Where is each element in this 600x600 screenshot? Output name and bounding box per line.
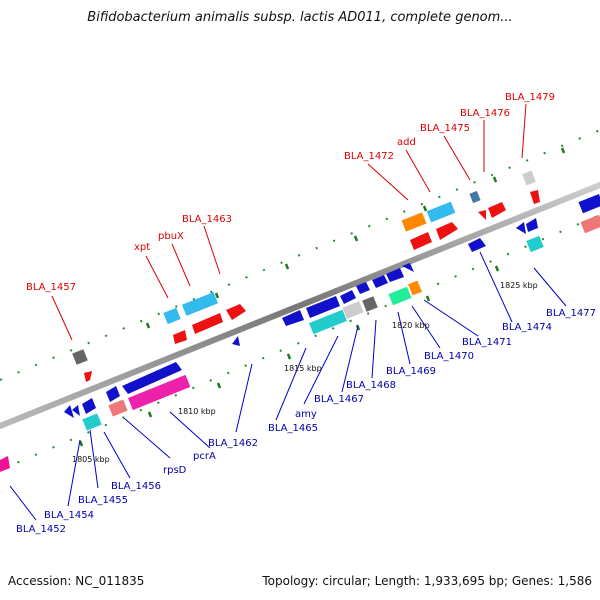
- genome-backbone: [0, 181, 600, 430]
- scale-label-1815: 1815 kbp: [284, 364, 322, 373]
- gene-BLA_1479[interactable]: [522, 170, 536, 186]
- gene-BLA_1470[interactable]: [408, 280, 422, 296]
- gene-red-a[interactable]: [173, 330, 187, 344]
- gene-blue-1454[interactable]: [64, 405, 74, 418]
- gene-blue-1456[interactable]: [82, 398, 96, 414]
- label-BLA_1463: BLA_1463: [182, 214, 232, 225]
- reverse-gene-labels: BLA_1452 BLA_1454 BLA_1455 BLA_1456 rpsD…: [16, 308, 596, 535]
- gene-blue-1468[interactable]: [356, 282, 370, 294]
- forward-genes[interactable]: [72, 170, 600, 382]
- gene-blue-1471[interactable]: [402, 263, 414, 272]
- gene-blue-1477a[interactable]: [516, 222, 526, 234]
- accession-text: Accession: NC_011835: [8, 574, 145, 588]
- label-BLA_1467: BLA_1467: [314, 394, 364, 405]
- scale-label-1810: 1810 kbp: [178, 407, 216, 416]
- gene-blue-1477b[interactable]: [526, 218, 538, 232]
- gene-cyan-1455[interactable]: [82, 413, 102, 431]
- gene-BLA_1477[interactable]: [526, 235, 544, 253]
- label-BLA_1474: BLA_1474: [502, 322, 552, 333]
- gene-BLA_1476[interactable]: [478, 210, 486, 220]
- gene-blue-1470[interactable]: [386, 268, 404, 282]
- gene-pcrA[interactable]: [122, 362, 182, 394]
- gene-red-c[interactable]: [410, 232, 432, 250]
- outer-guide-line: [0, 129, 600, 381]
- label-BLA_1455: BLA_1455: [78, 495, 128, 506]
- gene-xpt[interactable]: [163, 307, 181, 325]
- map-title: Bifidobacterium animalis subsp. lactis A…: [87, 10, 513, 25]
- leader-lines: [9, 103, 567, 521]
- gene-pbuX[interactable]: [181, 292, 219, 316]
- label-BLA_1456: BLA_1456: [111, 481, 161, 492]
- reverse-genes[interactable]: [0, 218, 544, 472]
- label-amy: amy: [295, 409, 317, 420]
- label-BLA_1468: BLA_1468: [346, 380, 396, 391]
- gene-blue-amy[interactable]: [306, 296, 340, 318]
- gene-pink-1462[interactable]: [128, 374, 191, 411]
- gene-BLA_1465[interactable]: [282, 310, 304, 326]
- gene-BLA_1463[interactable]: [226, 304, 246, 320]
- label-xpt: xpt: [134, 242, 150, 253]
- gene-BLA_1452[interactable]: [0, 456, 10, 472]
- label-rpsD: rpsD: [163, 465, 187, 476]
- gene-BLA_1475[interactable]: [469, 190, 481, 204]
- scale-label-1820: 1820 kbp: [392, 321, 430, 330]
- label-add: add: [397, 137, 416, 148]
- gene-BLA_1472[interactable]: [401, 212, 427, 232]
- label-BLA_1476: BLA_1476: [460, 108, 510, 119]
- label-BLA_1471: BLA_1471: [462, 337, 512, 348]
- gene-blue-1455[interactable]: [72, 405, 80, 416]
- label-pcrA: pcrA: [193, 451, 216, 462]
- forward-gene-labels: BLA_1457 xpt pbuX BLA_1463 BLA_1472 add …: [26, 92, 555, 293]
- label-BLA_1462: BLA_1462: [208, 438, 258, 449]
- major-ticks: [76, 147, 566, 447]
- gene-BLA_1469[interactable]: [388, 286, 412, 306]
- gene-grey-1457[interactable]: [72, 349, 88, 365]
- gene-rpsD[interactable]: [108, 399, 128, 417]
- label-BLA_1465: BLA_1465: [268, 423, 318, 434]
- gene-BLA_1468[interactable]: [362, 296, 378, 312]
- label-BLA_1452: BLA_1452: [16, 524, 66, 535]
- gene-blue-1467[interactable]: [340, 290, 356, 304]
- gene-blue-small[interactable]: [106, 386, 120, 402]
- gene-red-b[interactable]: [192, 313, 223, 334]
- scale-labels: 1805 kbp 1810 kbp 1815 kbp 1820 kbp 1825…: [72, 281, 538, 464]
- label-BLA_1477: BLA_1477: [546, 308, 596, 319]
- gene-blue-1469[interactable]: [372, 275, 388, 288]
- label-BLA_1472: BLA_1472: [344, 151, 394, 162]
- gene-pink-edge[interactable]: [580, 214, 600, 234]
- gene-BLA_1467[interactable]: [342, 301, 364, 319]
- gene-amy[interactable]: [309, 309, 347, 335]
- label-pbuX: pbuX: [158, 231, 184, 242]
- label-BLA_1457: BLA_1457: [26, 282, 76, 293]
- gene-BLA_1474[interactable]: [468, 238, 486, 252]
- gene-BLA_1457[interactable]: [84, 371, 92, 382]
- gene-blue-edge[interactable]: [578, 193, 600, 214]
- label-BLA_1469: BLA_1469: [386, 366, 436, 377]
- genome-summary-text: Topology: circular; Length: 1,933,695 bp…: [262, 574, 592, 588]
- gene-red-f[interactable]: [530, 190, 540, 204]
- gene-add[interactable]: [426, 201, 456, 223]
- scale-label-1805: 1805 kbp: [72, 455, 110, 464]
- label-BLA_1470: BLA_1470: [424, 351, 474, 362]
- label-BLA_1479: BLA_1479: [505, 92, 555, 103]
- label-BLA_1454: BLA_1454: [44, 510, 94, 521]
- gene-red-e[interactable]: [488, 202, 506, 218]
- label-BLA_1475: BLA_1475: [420, 123, 470, 134]
- gene-BLA_1462[interactable]: [232, 336, 240, 346]
- scale-label-1825: 1825 kbp: [500, 281, 538, 290]
- gene-red-d[interactable]: [436, 222, 458, 240]
